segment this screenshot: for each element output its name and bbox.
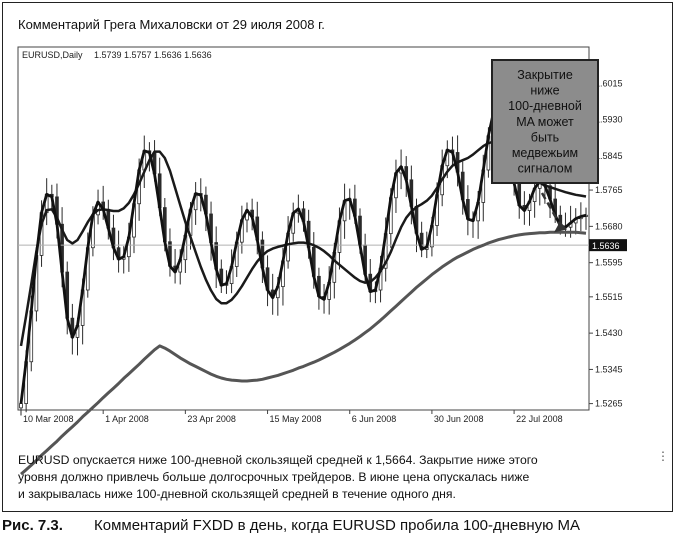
slow-moving-average-line (20, 230, 587, 476)
callout-text-line: ниже (530, 84, 559, 98)
y-tick-label: 1.5345 (595, 364, 623, 374)
x-tick-label: 10 Mar 2008 (23, 414, 74, 424)
symbol-label: EURUSD,Daily (22, 50, 83, 60)
current-price-label: 1.5636 (592, 241, 620, 251)
description-line: EURUSD опускается ниже 100-дневной сколь… (18, 453, 538, 467)
current-price-marker (589, 239, 627, 252)
y-tick-label: 1.6015 (595, 78, 623, 88)
x-tick-label: 15 May 2008 (270, 414, 322, 424)
callout-text-line: медвежьим (512, 146, 578, 160)
y-tick-label: 1.5595 (595, 258, 623, 268)
callout-text-line: Закрытие (517, 68, 573, 82)
x-tick-label: 23 Apr 2008 (187, 414, 236, 424)
x-tick-label: 1 Apr 2008 (105, 414, 149, 424)
y-tick-label: 1.5930 (595, 115, 623, 125)
figure-caption: Рис. 7.3. Комментарий FXDD в день, когда … (2, 517, 674, 534)
candle-body (19, 403, 23, 409)
vertical-dots-icon: ⋮ (657, 449, 669, 463)
callout-text-line: быть (531, 130, 559, 144)
chart-header: Комментарий Грега Михаловски от 29 июля … (18, 17, 325, 32)
callout-arrow-head (554, 221, 568, 233)
callout-text-line: 100-дневной (508, 99, 582, 113)
callout-arrow-line (540, 192, 564, 229)
description-line: и закрывалась ниже 100-дневной скользяще… (18, 487, 456, 501)
y-tick-label: 1.5265 (595, 399, 623, 409)
callout-box (491, 59, 599, 184)
description-line: уровня должно привлечь больше долгосрочн… (18, 470, 530, 484)
y-tick-label: 1.5515 (595, 292, 623, 302)
caption-text: Комментарий FXDD в день, когда EURUSD пр… (94, 517, 581, 534)
x-tick-label: 6 Jun 2008 (352, 414, 397, 424)
y-tick-label: 1.5845 (595, 151, 623, 161)
caption-label: Рис. 7.3. (2, 517, 63, 534)
x-tick-label: 30 Jun 2008 (434, 414, 484, 424)
callout-text-line: MA может (516, 115, 574, 129)
callout-text-line: сигналом (518, 162, 573, 176)
y-tick-label: 1.5765 (595, 185, 623, 195)
ohlc-label: 1.5739 1.5757 1.5636 1.5636 (94, 50, 212, 60)
y-tick-label: 1.5680 (595, 221, 623, 231)
chart-description: EURUSD опускается ниже 100-дневной сколь… (18, 452, 658, 503)
y-tick-label: 1.5430 (595, 328, 623, 338)
x-tick-label: 22 Jul 2008 (516, 414, 563, 424)
